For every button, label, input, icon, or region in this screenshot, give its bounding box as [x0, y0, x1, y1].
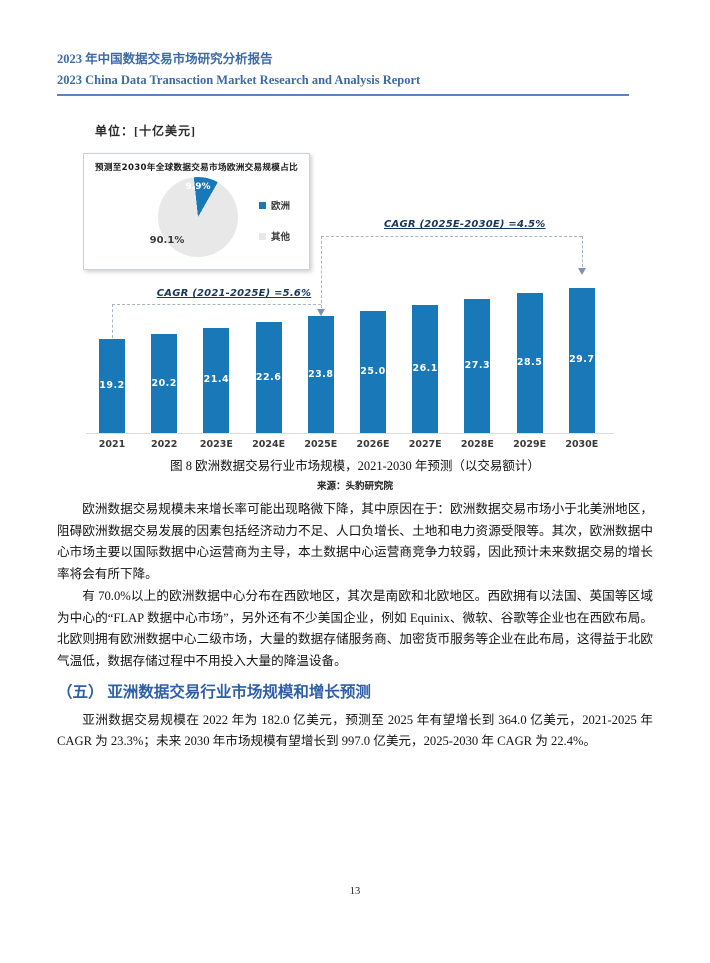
bar-value-label: 26.1: [412, 362, 438, 374]
legend-swatch-icon: [259, 201, 266, 209]
bar-2024E: 22.6: [255, 322, 282, 433]
pie-slice-label-other: 90.1%: [149, 235, 185, 246]
pie-inset-title: 预测至2030年全球数据交易市场欧洲交易规模占比: [95, 163, 298, 173]
x-axis-tick-label: 2030E: [565, 439, 599, 450]
figure-canvas: 单位：[十亿美元] 预测至2030年全球数据交易市场欧洲交易规模占比 9.9% …: [0, 112, 710, 457]
pie-inset-box: 预测至2030年全球数据交易市场欧洲交易规模占比 9.9% 90.1% 欧洲其他: [83, 153, 310, 270]
cagr-bracket-line: [582, 236, 583, 267]
bar-2028E: 27.3: [464, 299, 491, 433]
bar-2026E: 25.0: [360, 310, 386, 433]
pie-legend: 欧洲 其他: [259, 198, 290, 260]
pie-slice-label-europe: 9.9%: [185, 182, 211, 192]
bar-2021: 19.2: [99, 338, 125, 433]
cagr-annotation-left: CAGR (2021-2025E) =5.6%: [156, 288, 312, 299]
x-axis-tick-label: 2024E: [252, 439, 286, 450]
bar-value-label: 20.2: [151, 377, 177, 389]
paragraph: 欧洲数据交易规模未来增长率可能出现略微下降，其中原因在于：欧洲数据交易市场小于北…: [57, 502, 653, 582]
header-title-en: 2023 China Data Transaction Market Resea…: [57, 73, 421, 87]
x-axis-tick-label: 2023E: [199, 439, 233, 450]
bar-value-label: 29.7: [569, 354, 595, 366]
bar-value-label: 21.4: [203, 374, 230, 386]
cagr-annotation-right: CAGR (2025E-2030E) =4.5%: [384, 219, 546, 230]
section-heading: （五） 亚洲数据交易行业市场规模和增长预测: [57, 683, 371, 701]
legend-label: 欧洲: [271, 201, 291, 212]
bar-2022: 20.2: [151, 334, 178, 433]
bar-value-label: 28.5: [516, 357, 543, 369]
pie-chart: [158, 177, 238, 257]
cagr-arrow-icon: [317, 309, 325, 316]
bar-2029E: 28.5: [516, 293, 543, 433]
paragraph: 有 70.0%以上的欧洲数据中心分布在西欧地区，其次是南欧和北欧地区。西欧拥有以…: [57, 588, 653, 668]
cagr-bracket-line: [112, 304, 321, 305]
x-axis-tick-label: 2022: [150, 439, 178, 450]
page-number: 13: [349, 886, 361, 897]
header-rule: [57, 94, 629, 96]
x-axis-tick-label: 2026E: [356, 439, 390, 450]
bar-value-label: 23.8: [308, 368, 334, 380]
x-axis-tick-label: 2028E: [460, 439, 494, 450]
bar-value-label: 27.3: [464, 360, 491, 372]
page-header: 2023 年中国数据交易市场研究分析报告 2023 China Data Tra…: [57, 50, 629, 96]
bar-value-label: 22.6: [255, 371, 282, 383]
legend-label: 其他: [271, 232, 291, 243]
bar-value-label: 19.2: [99, 379, 125, 391]
x-axis-tick-label: 2025E: [304, 439, 338, 450]
x-axis-tick-label: 2029E: [513, 439, 547, 450]
header-title-zh: 2023 年中国数据交易市场研究分析报告: [57, 52, 273, 66]
legend-item-其他: 其他: [259, 229, 290, 243]
cagr-bracket-line: [321, 236, 582, 237]
paragraph: 亚洲数据交易规模在 2022 年为 182.0 亿美元，预测至 2025 年有望…: [57, 712, 653, 749]
x-axis-tick-label: 2021: [98, 439, 126, 450]
bar-2027E: 26.1: [412, 305, 439, 433]
cagr-arrow-icon: [578, 268, 586, 275]
cagr-bracket-line: [321, 236, 322, 308]
bar-2025E: 23.8: [307, 316, 334, 433]
x-axis-tick-label: 2027E: [408, 439, 442, 450]
bar-2030E: 29.7: [568, 287, 595, 433]
body-text-block: 图 8 欧洲数据交易行业市场规模，2021-2030 年预测（以交易额计） 来源…: [57, 457, 653, 753]
cagr-bracket-line: [112, 304, 113, 338]
figure-source: 来源：头豹研究院: [316, 482, 393, 492]
x-axis-line: [86, 433, 614, 434]
chart-unit-label: 单位：[十亿美元]: [95, 124, 196, 138]
bar-value-label: 25.0: [360, 365, 386, 377]
figure-caption: 图 8 欧洲数据交易行业市场规模，2021-2030 年预测（以交易额计）: [170, 459, 540, 473]
legend-item-欧洲: 欧洲: [259, 198, 290, 212]
bar-2023E: 21.4: [203, 328, 230, 433]
legend-swatch-icon: [259, 232, 266, 240]
